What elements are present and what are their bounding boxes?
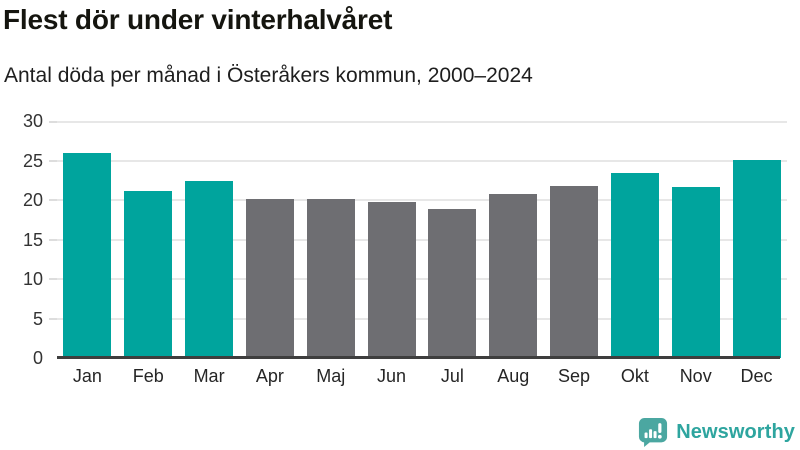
x-tick-label-jul: Jul [440,366,464,386]
bar-slot-mar [179,121,240,358]
y-tick-label-5: 5 [32,308,43,329]
bar-slot-sep [544,121,605,358]
bar-slot-dec [726,121,787,358]
x-tick-label-mar: Mar [193,366,225,386]
bar-slot-okt [604,121,665,358]
bar-slot-jul [422,121,483,358]
bar-slot-jun [361,121,422,358]
x-tick-label-aug: Aug [497,366,530,386]
x-tick-label-apr: Apr [255,366,284,386]
y-tick-label-15: 15 [22,229,43,250]
y-tick-label-25: 25 [22,150,43,171]
bar-mar [185,181,234,358]
newsworthy-icon [639,417,668,447]
chart-subtitle: Antal döda per månad i Österåkers kommun… [4,64,533,87]
bar-maj [306,199,355,358]
gridline-20 [57,199,787,201]
bar-jul [428,208,477,358]
gridline-25 [57,159,787,162]
gridline-5 [57,317,787,320]
y-axis: 0 5 10 15 20 25 30 [0,111,46,368]
gridline-15 [57,238,787,241]
plot-area [49,121,787,358]
bar-sep [550,185,599,358]
x-tick-label-sep: Sep [558,366,591,386]
bar-jun [367,202,416,358]
x-tick-label-jun: Jun [377,366,407,386]
bar-jan [63,152,112,358]
x-tick-label-dec: Dec [740,366,773,386]
y-tick-20 [49,199,57,201]
y-tick-25 [49,159,57,162]
y-tick-label-30: 30 [22,111,43,131]
x-tick-label-feb: Feb [132,366,164,386]
bar-dec [732,159,781,358]
chart-title: Flest dör under vinterhalvåret [3,4,393,35]
bar-apr [245,199,294,358]
bar-okt [610,173,659,358]
y-tick-15 [49,238,57,241]
y-tick-5 [49,317,57,320]
bar-slot-aug [483,121,544,358]
x-axis-line [57,356,780,359]
x-axis: Jan Feb Mar Apr Maj Jun Jul Aug Sep Okt Nov Dec [57,366,787,387]
bar-slot-nov [665,121,726,358]
newsworthy-wordmark: Newsworthy [676,420,795,443]
bar-aug [489,194,538,358]
newsworthy-logo[interactable]: Newsworthy [638,417,795,447]
gridline-30 [57,121,787,123]
bar-slot-jan [57,121,118,358]
x-tick-label-maj: Maj [316,366,346,386]
bar-feb [124,191,173,358]
x-tick-label-okt: Okt [620,366,649,386]
gridline-10 [57,278,787,280]
x-tick-label-nov: Nov [679,366,712,386]
bar-nov [671,187,720,358]
y-tick-label-20: 20 [22,190,43,210]
bar-slot-feb [118,121,179,358]
bar-slot-maj [300,121,361,358]
y-tick-30 [49,121,57,123]
y-tick-10 [49,278,57,280]
bar-slot-apr [239,121,300,358]
x-tick-label-jan: Jan [72,366,102,386]
y-tick-label-0: 0 [32,348,43,368]
y-tick-label-10: 10 [22,269,43,289]
bar-series [57,121,787,358]
